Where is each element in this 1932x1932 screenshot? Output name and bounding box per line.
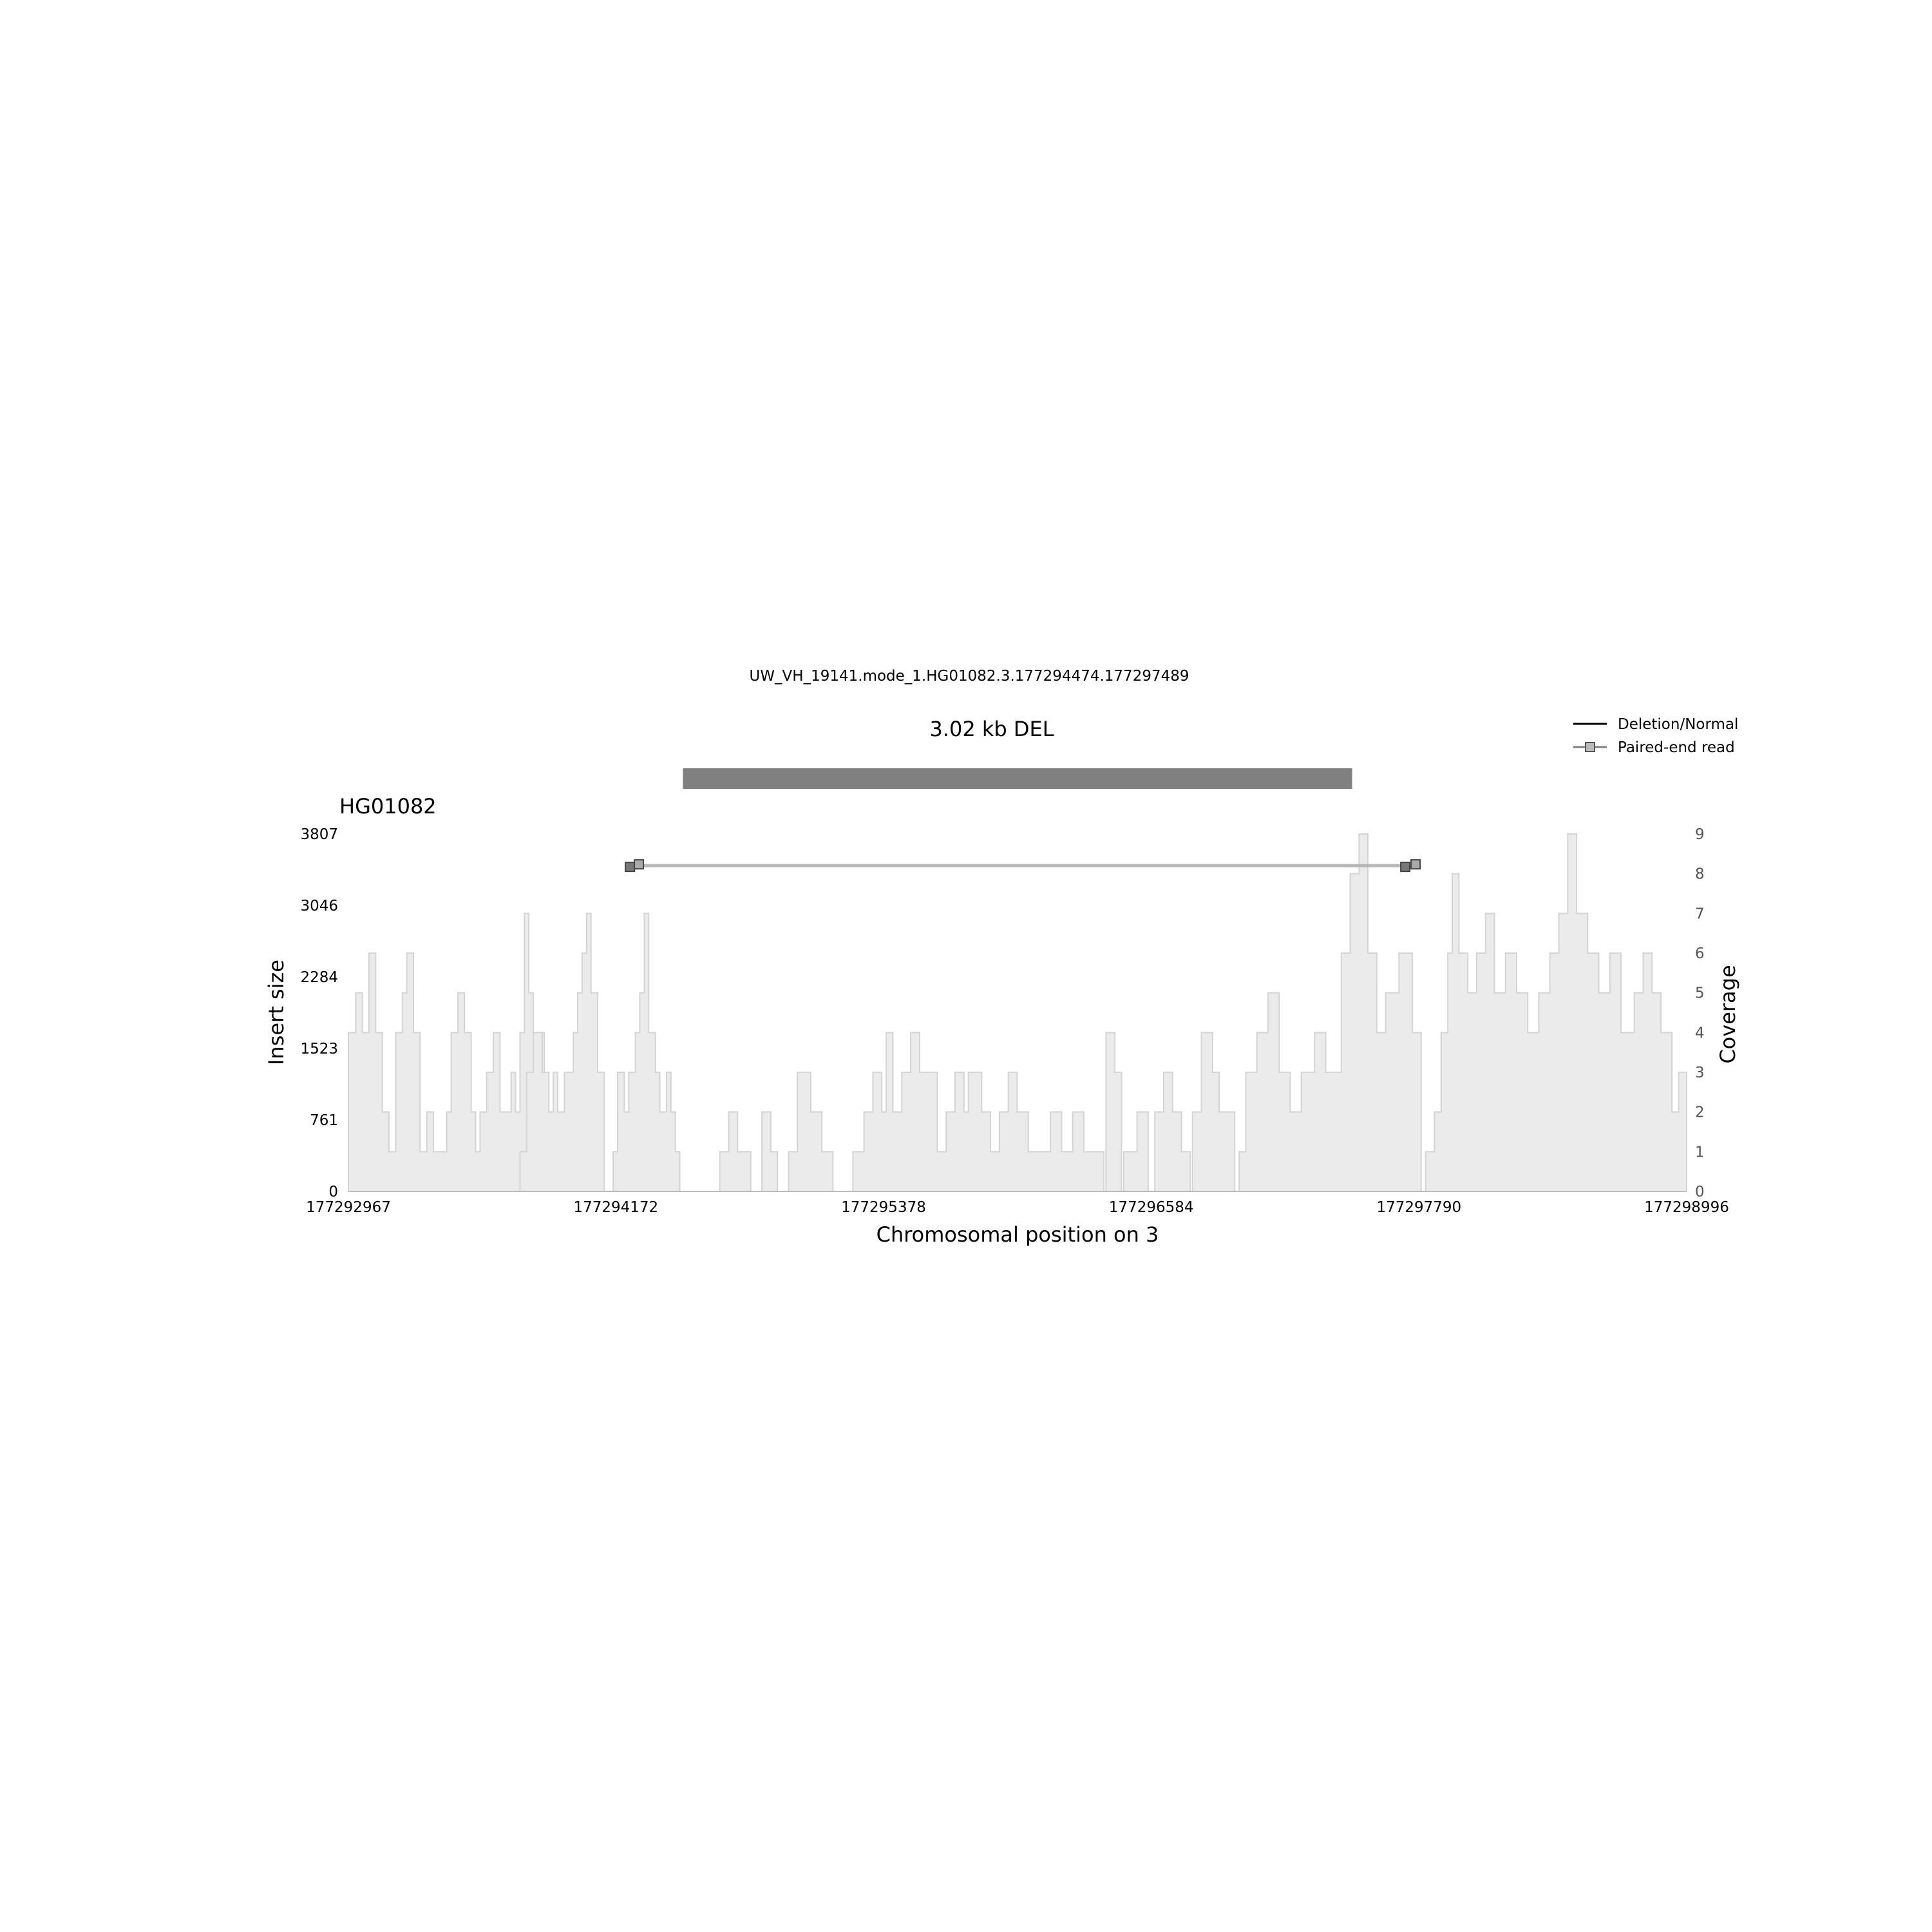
sample-label: HG01082	[339, 794, 437, 819]
coverage-segment	[1191, 1032, 1236, 1192]
paired-end-reads	[625, 859, 1421, 873]
coverage-segment	[1105, 1032, 1122, 1192]
insert-size-ticks: 0 761 1523 2284 3046 3807	[300, 826, 338, 1200]
paired-end-read-marker	[1410, 859, 1421, 870]
coverage-tick-label: 7	[1695, 905, 1705, 922]
position-tick-label: 177296584	[1109, 1199, 1194, 1216]
coverage-segment	[852, 1032, 1104, 1192]
coverage-tick-label: 5	[1695, 985, 1705, 1002]
variant-bar	[683, 768, 1352, 789]
right-axis-label: Coverage	[1716, 965, 1740, 1063]
coverage-segment	[1154, 1072, 1191, 1192]
coverage-segment	[761, 1111, 779, 1192]
coverage-tick-label: 1	[1695, 1144, 1705, 1160]
coverage-tick-label: 9	[1695, 826, 1705, 843]
position-tick-label: 177298996	[1644, 1199, 1729, 1216]
coverage-segment	[719, 1111, 752, 1192]
coverage-segment	[788, 1072, 834, 1192]
position-tick-label: 177292967	[306, 1199, 391, 1216]
insert-size-tick-label: 0	[328, 1184, 338, 1200]
paired-end-read-marker	[634, 859, 645, 870]
variant-label: 3.02 kb DEL	[929, 717, 1054, 741]
legend-deletion-label: Deletion/Normal	[1618, 716, 1738, 733]
coverage-segment	[1122, 1111, 1149, 1192]
position-ticks: 177292967 177294172 177295378 177296584 1772…	[306, 1199, 1729, 1216]
legend-read-marker	[1585, 742, 1595, 752]
coverage-tick-label: 8	[1695, 866, 1705, 883]
paired-end-read-marker	[625, 862, 636, 873]
position-tick-label: 177297790	[1376, 1199, 1461, 1216]
position-tick-label: 177294172	[573, 1199, 658, 1216]
coverage-area	[348, 833, 1687, 1192]
coverage-segment	[1425, 833, 1687, 1192]
insert-size-tick-label: 2284	[300, 969, 338, 986]
coverage-segment	[519, 913, 605, 1192]
coverage-ticks: 0 1 2 3 4 5 6 7 8 9	[1695, 826, 1705, 1200]
coverage-segment	[348, 913, 545, 1192]
paired-end-read-marker	[1400, 862, 1411, 873]
coverage-tick-label: 6	[1695, 945, 1705, 962]
left-axis-label: Insert size	[264, 960, 289, 1065]
insert-size-tick-label: 761	[310, 1112, 338, 1129]
legend-read-label: Paired-end read	[1618, 739, 1735, 756]
coverage-segment	[1238, 833, 1422, 1192]
insert-size-tick-label: 3046	[300, 898, 338, 914]
insert-size-tick-label: 3807	[300, 826, 338, 843]
legend: Deletion/Normal Paired-end read	[1573, 716, 1738, 756]
coverage-tick-label: 4	[1695, 1025, 1705, 1041]
chart-title: UW_VH_19141.mode_1.HG01082.3.177294474.1…	[749, 668, 1189, 685]
insert-size-tick-label: 1523	[300, 1041, 338, 1057]
coverage-tick-label: 2	[1695, 1104, 1705, 1121]
x-axis-label: Chromosomal position on 3	[876, 1222, 1159, 1247]
coverage-segment	[612, 913, 681, 1192]
coverage-tick-label: 3	[1695, 1065, 1705, 1081]
coverage-tick-label: 0	[1695, 1184, 1705, 1200]
position-tick-label: 177295378	[841, 1199, 926, 1216]
